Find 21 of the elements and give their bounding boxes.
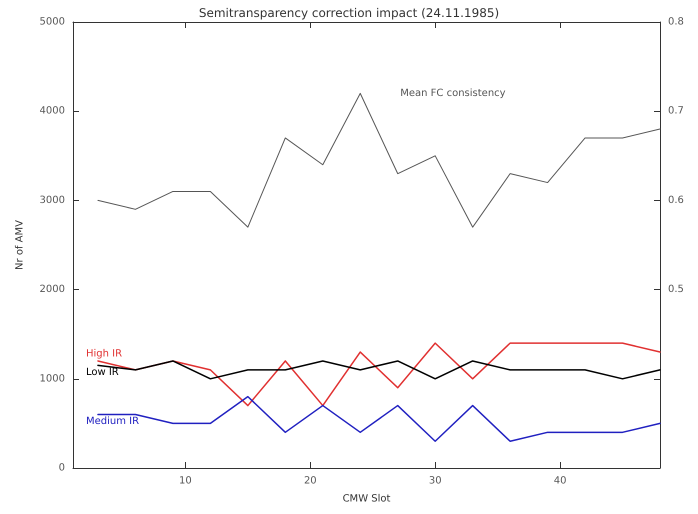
- chart-title: Semitransparency correction impact (24.11.1985): [198, 6, 500, 20]
- series-label: Low IR: [86, 366, 119, 378]
- series-label: Medium IR: [86, 416, 140, 427]
- y-tick-label: 0: [58, 462, 65, 474]
- y-axis-title: Nr of AMV: [14, 220, 26, 270]
- y2-tick-label: 0.7: [668, 106, 684, 117]
- y-tick-label: 5000: [40, 16, 65, 28]
- series-label: High IR: [86, 348, 122, 360]
- y2-tick-label: 0.6: [668, 194, 684, 206]
- text: Mean FC consistency: [400, 88, 506, 99]
- y-tick-label: 1000: [40, 373, 65, 384]
- x-tick-label: 40: [554, 476, 566, 486]
- y2-tick-label: 0.5: [668, 284, 684, 296]
- y-tick-label: 4000: [40, 106, 65, 117]
- x-tick-label: 20: [304, 476, 317, 486]
- y-tick-label: 3000: [40, 194, 65, 206]
- y-tick-label: 2000: [40, 284, 65, 296]
- x-tick-label: 10: [179, 476, 192, 486]
- y2-tick-label: 0.8: [668, 16, 684, 28]
- x-axis-title: CMW Slot: [342, 494, 390, 504]
- x-tick-label: 30: [428, 476, 442, 486]
